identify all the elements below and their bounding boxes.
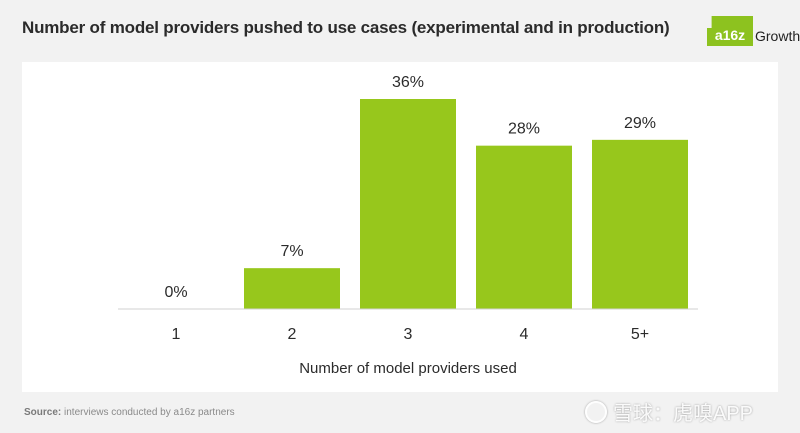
x-tick-label-3: 3 bbox=[404, 326, 413, 343]
data-label-5+: 29% bbox=[624, 115, 656, 132]
source-label: Source: bbox=[24, 407, 62, 418]
logo-wordmark: Growth bbox=[755, 28, 800, 44]
x-tick-label-2: 2 bbox=[288, 326, 297, 343]
source-note: Source: interviews conducted by a16z par… bbox=[24, 407, 235, 418]
x-tick-label-4: 4 bbox=[520, 326, 529, 343]
data-label-3: 36% bbox=[392, 74, 424, 91]
bar-4 bbox=[476, 145, 572, 309]
x-axis-label: Number of model providers used bbox=[299, 360, 517, 377]
data-label-2: 7% bbox=[280, 243, 303, 260]
chart-panel: 0% 1 7% 2 36% 3 28% 4 29% 5+ Number of model provi… bbox=[22, 62, 778, 392]
chart-title: Number of model providers pushed to use … bbox=[22, 18, 670, 37]
x-tick-label-5+: 5+ bbox=[631, 326, 649, 343]
watermark-text: 雪球：虎嗅APP bbox=[613, 403, 754, 425]
logo-mark: a16z bbox=[707, 16, 753, 46]
source-text: interviews conducted by a16z partners bbox=[64, 407, 235, 418]
data-label-4: 28% bbox=[508, 121, 540, 138]
x-tick-label-1: 1 bbox=[172, 326, 181, 343]
snowball-icon bbox=[585, 400, 607, 423]
a16z-growth-logo: a16z Growth bbox=[707, 16, 800, 46]
bar-chart: 0% 1 7% 2 36% 3 28% 4 29% 5+ Number of model provi… bbox=[118, 74, 698, 377]
bar-2 bbox=[244, 268, 340, 309]
bar-3 bbox=[360, 99, 456, 309]
watermark: 雪球：虎嗅APP bbox=[585, 397, 753, 426]
data-label-1: 0% bbox=[164, 284, 187, 301]
bar-5+ bbox=[592, 139, 688, 309]
